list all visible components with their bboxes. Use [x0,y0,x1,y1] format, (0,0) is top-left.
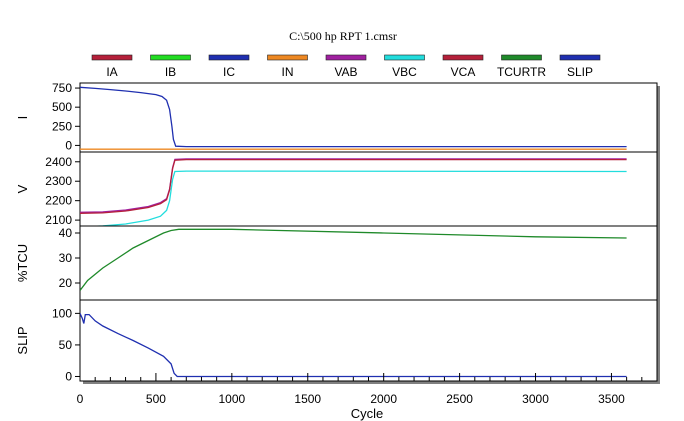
chart-title: C:\500 hp RPT 1.cmsr [289,29,397,43]
legend-label-slip: SLIP [567,65,593,79]
x-axis-title: Cycle [351,406,384,421]
x-tick-label: 3500 [598,392,625,406]
y-tick-label: 0 [65,369,72,383]
y-axis-title: SLIP [15,326,30,354]
series-line-vbc [85,170,627,226]
y-tick-label: 0 [65,138,72,152]
legend-label-vca: VCA [451,65,476,79]
legend-label-vab: VAB [334,65,357,79]
y-tick-label: 750 [52,81,72,95]
series-line-ic [80,86,627,148]
legend-label-ib: IB [165,65,176,79]
y-tick-label: 50 [59,338,73,352]
series-line-vca [80,158,627,214]
y-tick-label: 500 [52,100,72,114]
y-tick-label: 2300 [45,174,72,188]
series-line-tcurtr [80,228,627,291]
y-tick-label: 250 [52,119,72,133]
legend-label-ic: IC [223,65,235,79]
x-tick-label: 1000 [218,392,245,406]
x-tick-label: 1500 [294,392,321,406]
legend-swatch-vbc [384,54,425,61]
series-line-slip [80,313,627,378]
y-axis-title: I [15,116,30,120]
y-tick-label: 2400 [45,155,72,169]
legend-swatch-ic [208,54,250,61]
x-tick-label: 2500 [446,392,473,406]
y-tick-label: 100 [52,306,72,320]
x-tick-label: 0 [77,392,84,406]
x-tick-label: 3000 [522,392,549,406]
x-tick-label: 2000 [370,392,397,406]
y-axis-title: V [15,184,30,193]
x-tick-label: 500 [146,392,166,406]
legend-label-vbc: VBC [392,65,417,79]
legend-swatch-ia [91,54,133,61]
plot-area: 7505002500I2400230022002100V403020%TCU10… [15,81,660,406]
legend-swatch-slip [559,54,601,61]
y-tick-label: 30 [59,251,73,265]
y-tick-label: 2200 [45,194,72,208]
legend-swatch-ib [150,54,191,61]
legend-swatch-in [267,54,308,61]
legend-label-ia: IA [106,65,117,79]
legend: IA IB IC IN VAB VBC VCA TCURTR SLIP [91,54,601,79]
y-tick-label: 2100 [45,213,72,227]
legend-label-tcurtr: TCURTR [497,65,546,79]
legend-swatch-tcurtr [501,54,542,61]
y-axis-title: %TCU [15,244,30,282]
y-tick-label: 40 [59,226,73,240]
legend-label-in: IN [282,65,294,79]
legend-swatch-vab [325,54,367,61]
legend-swatch-vca [442,54,484,61]
y-tick-label: 20 [59,276,73,290]
